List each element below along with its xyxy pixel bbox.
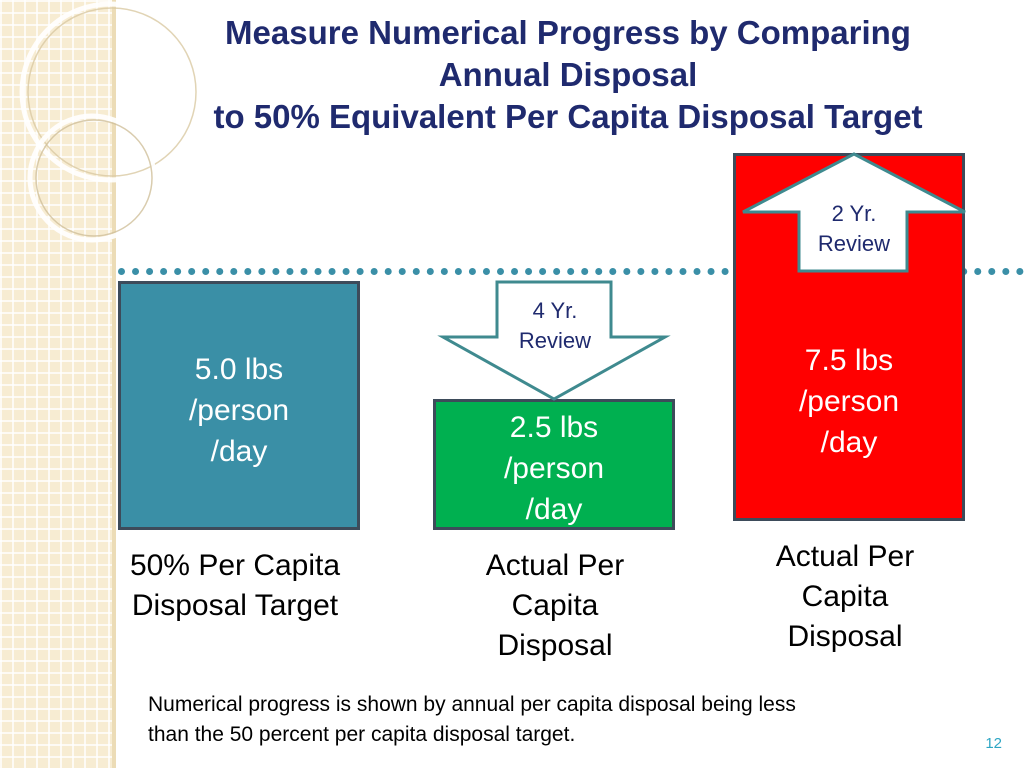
- actual-above-label-line-1: Actual Per: [775, 540, 915, 573]
- page-number: 12: [985, 735, 1002, 752]
- footnote-line-2: than the 50 percent per capita disposal …: [148, 723, 576, 746]
- actual-above-label: Actual Per Capita Disposal: [738, 537, 952, 657]
- down-arrow-text: 4 Yr. Review: [497, 296, 613, 356]
- slide-title: Measure Numerical Progress by Comparing …: [112, 12, 1024, 138]
- up-arrow-line-1: 2 Yr.: [831, 201, 877, 226]
- actual-below-value-line-2: /person: [503, 452, 605, 485]
- target-dotted-line: [118, 268, 1024, 275]
- down-arrow-line-2: Review: [518, 328, 592, 353]
- actual-below-label: Actual Per Capita Disposal: [450, 546, 660, 666]
- up-arrow-line-2: Review: [817, 231, 891, 256]
- target-label-line-1: 50% Per Capita: [129, 549, 341, 582]
- actual-above-label-line-2: Capita: [801, 580, 889, 613]
- actual-above-value-line-1: 7.5 lbs: [804, 344, 894, 377]
- footnote: Numerical progress is shown by annual pe…: [148, 690, 968, 750]
- actual-below-label-line-2: Capita: [511, 589, 599, 622]
- target-label: 50% Per Capita Disposal Target: [112, 546, 358, 626]
- slide-title-line-1: Measure Numerical Progress by Comparing: [225, 14, 911, 51]
- actual-below-label-line-1: Actual Per: [485, 549, 625, 582]
- target-value-line-1: 5.0 lbs: [194, 353, 284, 386]
- target-value-line-2: /person: [188, 394, 290, 427]
- down-arrow-line-1: 4 Yr.: [532, 298, 578, 323]
- actual-below-label-line-3: Disposal: [497, 629, 613, 662]
- actual-below-value-line-3: /day: [525, 493, 583, 526]
- decorative-circles: [19, 1, 201, 243]
- actual-above-label-line-3: Disposal: [787, 620, 903, 653]
- up-arrow-text: 2 Yr. Review: [796, 199, 912, 259]
- actual-above-value-line-3: /day: [820, 426, 878, 459]
- actual-below-target-box: 2.5 lbs /person /day: [433, 399, 675, 530]
- actual-above-value-line-2: /person: [798, 385, 900, 418]
- slide-title-line-2: Annual Disposal: [438, 56, 698, 93]
- target-disposal-box: 5.0 lbs /person /day: [118, 281, 360, 530]
- target-value-line-3: /day: [210, 435, 268, 468]
- sidebar-edge: [112, 0, 116, 768]
- up-arrow-icon: [742, 152, 966, 273]
- actual-below-value-line-1: 2.5 lbs: [509, 411, 599, 444]
- footnote-line-1: Numerical progress is shown by annual pe…: [148, 693, 796, 716]
- target-label-line-2: Disposal Target: [131, 589, 339, 622]
- down-arrow-icon: [437, 280, 671, 401]
- slide-title-line-3: to 50% Equivalent Per Capita Disposal Ta…: [213, 98, 923, 135]
